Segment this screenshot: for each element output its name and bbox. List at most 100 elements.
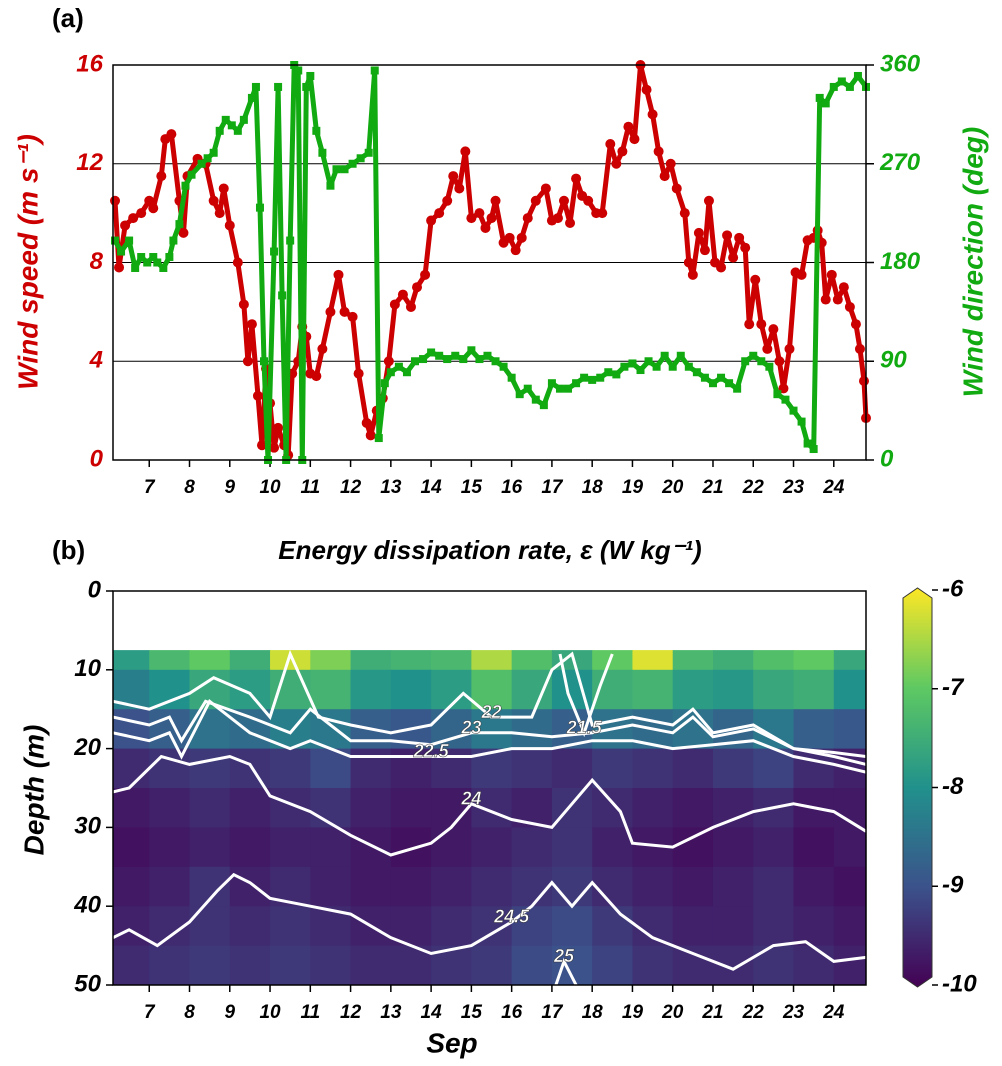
heatmap-cell bbox=[189, 788, 231, 828]
marker bbox=[652, 362, 661, 371]
heatmap-cell bbox=[793, 709, 835, 750]
contour-label: 22.5 bbox=[413, 741, 450, 761]
marker bbox=[474, 208, 485, 219]
heatmap-cell bbox=[833, 866, 866, 907]
marker bbox=[353, 368, 364, 379]
y-tick-label: 4 bbox=[89, 347, 103, 374]
marker bbox=[306, 71, 315, 80]
marker bbox=[523, 384, 532, 393]
marker bbox=[273, 422, 284, 433]
x-tick-label: 11 bbox=[300, 477, 320, 498]
heatmap-cell bbox=[511, 906, 553, 947]
heatmap-cell bbox=[592, 906, 633, 947]
marker bbox=[125, 236, 134, 245]
marker bbox=[540, 183, 551, 194]
marker bbox=[178, 227, 189, 238]
heatmap-cell bbox=[189, 650, 231, 671]
heatmap-cell bbox=[113, 748, 150, 789]
heatmap-cell bbox=[350, 650, 392, 671]
marker bbox=[365, 430, 376, 441]
panel-label: (b) bbox=[52, 535, 85, 565]
marker bbox=[136, 208, 147, 219]
marker bbox=[419, 355, 428, 364]
marker bbox=[583, 195, 594, 206]
heatmap-cell bbox=[471, 945, 513, 985]
marker bbox=[750, 274, 761, 285]
y-tick-label: 0 bbox=[88, 576, 102, 603]
y-axis-title: Depth (m) bbox=[18, 725, 49, 856]
heatmap-cell bbox=[471, 866, 513, 907]
x-tick-label: 19 bbox=[622, 477, 644, 498]
heatmap-cell bbox=[471, 650, 513, 671]
heatmap-cell bbox=[149, 788, 191, 828]
x-tick-label: 13 bbox=[380, 477, 402, 498]
heatmap-cell bbox=[632, 945, 674, 985]
marker bbox=[131, 263, 140, 272]
x-tick-label: 16 bbox=[501, 477, 523, 498]
marker bbox=[700, 373, 709, 382]
x-tick-label: 9 bbox=[224, 477, 235, 498]
marker bbox=[483, 351, 492, 360]
contour-label: 23 bbox=[460, 718, 481, 738]
marker bbox=[386, 368, 395, 377]
marker bbox=[169, 236, 178, 245]
marker bbox=[383, 356, 394, 367]
marker bbox=[260, 357, 269, 366]
marker bbox=[221, 115, 230, 124]
heatmap-cell bbox=[310, 945, 352, 985]
heatmap-cell bbox=[350, 669, 392, 710]
heatmap-cell bbox=[229, 866, 271, 907]
y2-tick-label: 360 bbox=[880, 50, 921, 77]
heatmap-cell bbox=[712, 906, 754, 947]
marker bbox=[717, 373, 726, 382]
colorbar-tick-label: -8 bbox=[942, 773, 964, 800]
x-tick-label: 15 bbox=[461, 1002, 483, 1023]
marker bbox=[768, 324, 779, 335]
marker bbox=[402, 368, 411, 377]
heatmap-cell bbox=[712, 866, 754, 907]
marker bbox=[809, 445, 818, 454]
y2-axis-title: Wind direction (deg) bbox=[957, 127, 988, 397]
heatmap-cell bbox=[471, 827, 513, 868]
heatmap-cell bbox=[672, 669, 714, 710]
marker bbox=[660, 351, 669, 360]
marker bbox=[326, 181, 335, 190]
x-tick-label: 18 bbox=[582, 477, 604, 498]
heatmap-cell bbox=[390, 669, 432, 710]
heatmap-cell bbox=[350, 788, 392, 828]
marker bbox=[302, 82, 311, 91]
heatmap-cell bbox=[189, 827, 231, 868]
heatmap-cell bbox=[149, 709, 191, 750]
heatmap-cell bbox=[511, 748, 553, 789]
contour-label: 24.5 bbox=[493, 907, 530, 927]
marker bbox=[475, 355, 484, 364]
marker bbox=[339, 306, 350, 317]
marker bbox=[224, 220, 235, 231]
marker bbox=[552, 213, 563, 224]
heatmap-cell bbox=[793, 945, 835, 985]
x-tick-label: 20 bbox=[661, 1002, 684, 1023]
marker bbox=[208, 195, 219, 206]
marker bbox=[246, 319, 257, 330]
marker bbox=[278, 291, 287, 300]
marker bbox=[829, 82, 838, 91]
marker bbox=[143, 258, 152, 267]
y-tick-label: 0 bbox=[90, 445, 104, 472]
marker bbox=[166, 129, 177, 140]
x-tick-label: 23 bbox=[782, 477, 805, 498]
x-tick-label: 21 bbox=[701, 477, 723, 498]
heatmap-cell bbox=[833, 650, 866, 671]
marker bbox=[144, 195, 155, 206]
heatmap-cell bbox=[149, 945, 191, 985]
marker bbox=[773, 390, 782, 399]
marker bbox=[175, 220, 184, 229]
marker bbox=[555, 384, 564, 393]
marker bbox=[117, 247, 126, 256]
y-tick-label: 16 bbox=[76, 50, 103, 77]
heatmap-cell bbox=[310, 650, 352, 671]
heatmap-cell bbox=[471, 669, 513, 710]
heatmap-cell bbox=[189, 945, 231, 985]
marker bbox=[796, 269, 807, 280]
marker bbox=[427, 348, 436, 357]
heatmap-cell bbox=[833, 669, 866, 710]
